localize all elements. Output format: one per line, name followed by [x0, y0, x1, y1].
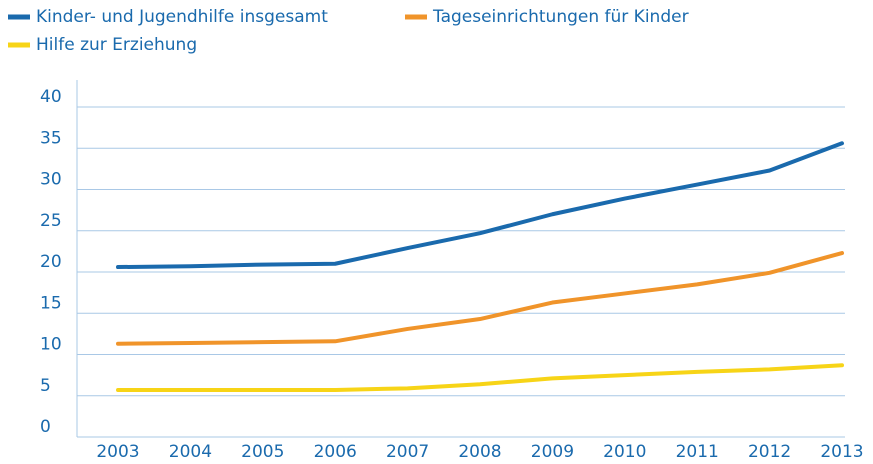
legend-label: Hilfe zur Erziehung [36, 35, 197, 55]
y-tick-label: 0 [40, 417, 51, 437]
x-tick-label: 2005 [241, 442, 284, 462]
x-tick-label: 2012 [748, 442, 791, 462]
x-tick-label: 2013 [820, 442, 863, 462]
x-tick-label: 2006 [314, 442, 357, 462]
x-tick-label: 2004 [169, 442, 212, 462]
line [116, 141, 844, 270]
y-tick-label: 20 [40, 252, 62, 272]
legend-label: Tageseinrichtungen für Kinder [432, 7, 689, 27]
x-tick-label: 2009 [531, 442, 574, 462]
y-tick-label: 10 [40, 335, 62, 355]
y-tick-label: 15 [40, 293, 62, 313]
y-tick-label: 40 [40, 87, 62, 107]
y-tick-label: 30 [40, 170, 62, 190]
y-tick-label: 35 [40, 128, 62, 148]
x-tick-label: 2003 [96, 442, 139, 462]
line [116, 251, 844, 346]
x-tick-label: 2011 [676, 442, 719, 462]
y-tick-label: 5 [40, 376, 51, 396]
line [116, 363, 844, 392]
legend-label: Kinder- und Jugendhilfe insgesamt [36, 7, 328, 27]
x-tick-label: 2010 [603, 442, 646, 462]
x-tick-label: 2008 [458, 442, 501, 462]
x-tick-label: 2007 [386, 442, 429, 462]
y-tick-label: 25 [40, 211, 62, 231]
